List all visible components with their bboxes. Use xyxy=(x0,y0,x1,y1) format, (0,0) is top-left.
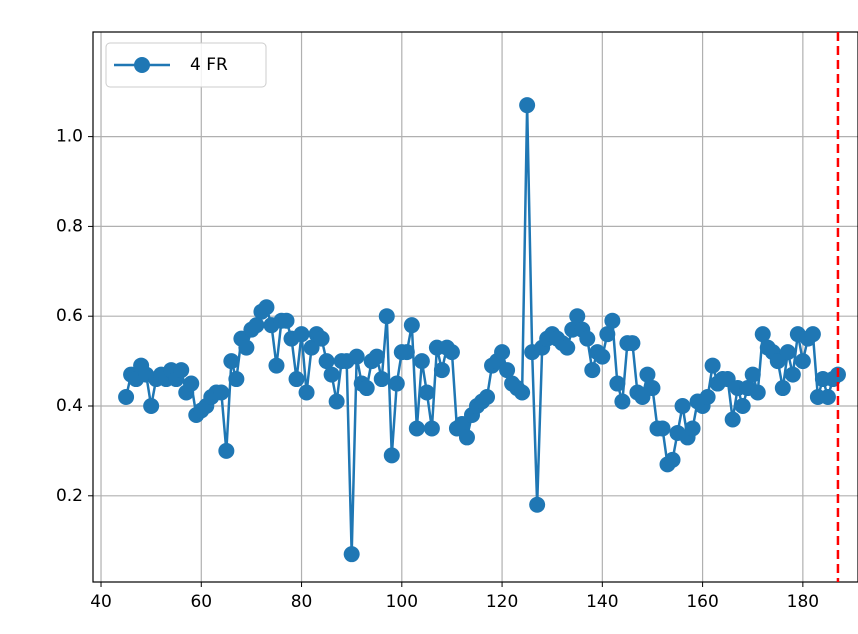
point xyxy=(348,348,365,365)
point xyxy=(654,420,671,437)
point xyxy=(594,348,611,365)
point xyxy=(368,348,385,365)
y-tick-label: 0.4 xyxy=(56,396,83,416)
point xyxy=(423,420,440,437)
point xyxy=(514,384,531,401)
point xyxy=(403,317,420,334)
point xyxy=(418,384,435,401)
legend-box xyxy=(105,42,267,88)
point xyxy=(699,389,716,406)
point xyxy=(293,326,310,343)
point xyxy=(278,312,295,329)
point xyxy=(288,371,305,388)
point xyxy=(664,451,681,468)
x-tick-label: 120 xyxy=(486,592,518,612)
point xyxy=(118,389,135,406)
point xyxy=(529,496,546,513)
point xyxy=(143,398,160,414)
point xyxy=(378,308,395,325)
point xyxy=(183,375,200,392)
point xyxy=(213,384,230,401)
point xyxy=(609,375,626,392)
point xyxy=(358,380,375,397)
x-tick-label: 60 xyxy=(190,592,212,612)
point xyxy=(774,380,791,397)
legend-marker xyxy=(134,57,150,73)
point xyxy=(268,357,285,374)
point xyxy=(559,339,576,356)
point xyxy=(569,308,586,325)
point xyxy=(624,335,641,352)
point xyxy=(819,389,836,406)
y-tick-label: 1.0 xyxy=(56,127,83,147)
point xyxy=(684,420,701,437)
x-tick-label: 40 xyxy=(90,592,112,612)
x-tick-label: 80 xyxy=(291,592,313,612)
point xyxy=(639,366,656,383)
point xyxy=(779,344,796,361)
point xyxy=(744,366,761,383)
point xyxy=(398,344,415,361)
point xyxy=(223,353,240,370)
point xyxy=(173,362,190,379)
point xyxy=(584,362,601,379)
point xyxy=(413,353,430,370)
x-tick-label: 180 xyxy=(787,592,819,612)
point xyxy=(754,326,771,343)
x-tick-label: 140 xyxy=(586,592,618,612)
point xyxy=(804,326,821,343)
point xyxy=(794,353,811,370)
point xyxy=(494,344,511,361)
point xyxy=(749,384,766,401)
point xyxy=(784,366,801,383)
point xyxy=(724,411,741,428)
point xyxy=(258,299,275,316)
y-tick-label: 0.2 xyxy=(56,486,83,506)
point xyxy=(318,353,335,370)
point xyxy=(313,330,330,347)
point xyxy=(644,380,661,397)
point xyxy=(388,375,405,392)
point xyxy=(383,447,400,464)
point xyxy=(228,371,245,388)
point xyxy=(734,398,751,414)
point xyxy=(599,326,616,343)
series-line xyxy=(124,105,839,555)
point xyxy=(323,366,340,383)
point xyxy=(614,393,631,410)
point xyxy=(604,312,621,329)
point xyxy=(328,393,345,410)
point xyxy=(343,546,360,563)
point xyxy=(519,97,536,114)
point xyxy=(674,398,691,414)
legend-label: 4 FR xyxy=(190,55,228,75)
x-tick-label: 160 xyxy=(686,592,718,612)
point xyxy=(298,384,315,401)
point xyxy=(408,420,425,437)
point xyxy=(248,317,265,334)
y-tick-label: 0.8 xyxy=(56,216,83,236)
point xyxy=(218,442,235,459)
point xyxy=(373,371,390,388)
y-tick-label: 0.6 xyxy=(56,306,83,326)
point xyxy=(704,357,721,374)
point xyxy=(238,339,255,356)
point xyxy=(458,429,475,446)
point xyxy=(499,362,516,379)
plot-frame xyxy=(92,31,858,583)
point xyxy=(433,362,450,379)
point xyxy=(479,389,496,406)
point xyxy=(443,344,460,361)
x-tick-label: 100 xyxy=(386,592,418,612)
point xyxy=(579,330,596,347)
